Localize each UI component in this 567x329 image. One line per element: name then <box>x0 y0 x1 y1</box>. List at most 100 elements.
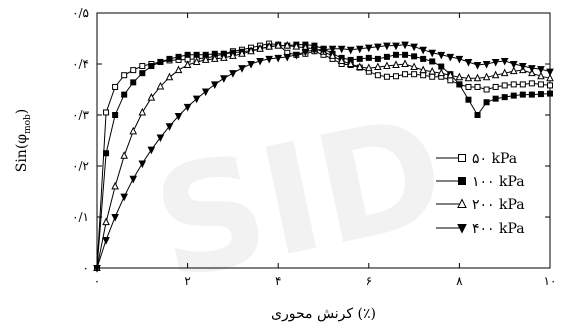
series-4 <box>93 41 554 273</box>
y-tick-label: ۰/۲ <box>72 159 89 173</box>
data-point <box>383 73 390 80</box>
data-point <box>148 63 155 70</box>
data-point <box>482 72 491 81</box>
data-point <box>410 62 418 71</box>
legend-item: ۵۰ kPa <box>436 151 517 167</box>
data-point <box>455 55 464 64</box>
data-point <box>102 236 110 245</box>
data-point <box>438 63 445 70</box>
data-point <box>120 151 128 159</box>
data-point <box>446 53 455 62</box>
legend-label: ۵۰ kPa <box>472 151 517 167</box>
data-point <box>174 65 183 74</box>
data-point <box>509 61 518 69</box>
data-point <box>166 55 173 62</box>
data-point <box>473 73 482 82</box>
y-axis-label: Sin(φmob) <box>14 109 33 173</box>
data-point <box>147 93 156 101</box>
data-point <box>346 59 355 67</box>
data-point <box>229 51 237 59</box>
data-point <box>201 55 210 63</box>
data-point <box>192 95 201 104</box>
x-tick-label: ۴ <box>275 274 281 288</box>
data-point <box>428 67 437 75</box>
data-point <box>138 160 147 169</box>
data-point <box>292 42 301 50</box>
x-axis-label: کرنش محوری (٪) <box>271 306 376 322</box>
data-point <box>383 42 391 51</box>
data-point <box>238 49 246 57</box>
data-point <box>192 57 201 65</box>
data-point <box>157 58 164 65</box>
data-point <box>429 58 436 65</box>
data-point <box>519 81 526 88</box>
series-group <box>93 40 554 273</box>
plot-border <box>96 12 551 269</box>
data-point <box>519 63 527 71</box>
data-point <box>464 58 473 67</box>
data-point <box>401 59 409 67</box>
data-point <box>411 71 418 78</box>
data-point <box>102 217 110 226</box>
data-point <box>528 65 536 73</box>
data-point <box>528 91 535 98</box>
data-point <box>156 81 165 90</box>
legend-item: ۱۰۰ kPa <box>436 174 525 190</box>
data-point <box>492 95 499 102</box>
data-point <box>337 56 346 64</box>
data-point <box>103 109 110 116</box>
x-tick-label: ۲ <box>184 274 190 288</box>
data-point <box>355 62 364 71</box>
data-point <box>247 46 255 55</box>
data-point <box>274 41 283 49</box>
legend: ۵۰ kPa ۱۰۰ kPa ۲۰۰ kPa ۴۰۰ kPa <box>436 151 525 237</box>
data-point <box>364 63 373 72</box>
data-point <box>411 53 418 60</box>
data-point <box>193 51 200 58</box>
data-point <box>537 81 544 88</box>
data-point <box>383 53 390 60</box>
data-point <box>510 81 517 88</box>
data-point <box>319 46 328 55</box>
data-point <box>437 51 446 60</box>
data-point <box>365 54 372 61</box>
data-point <box>401 41 409 50</box>
data-point <box>446 70 455 79</box>
data-point <box>492 83 499 90</box>
data-point <box>465 83 472 90</box>
data-point <box>483 99 490 106</box>
data-point <box>93 265 101 273</box>
data-point <box>265 55 273 64</box>
data-point <box>265 42 273 50</box>
x-tick-label: ۰ <box>94 274 100 288</box>
data-point <box>474 112 481 118</box>
data-point <box>120 193 128 202</box>
data-point <box>491 70 500 79</box>
data-point <box>355 45 364 54</box>
data-point <box>256 44 264 52</box>
data-point <box>528 80 535 87</box>
data-point <box>138 107 147 116</box>
data-point <box>210 81 219 90</box>
data-point <box>501 82 508 89</box>
x-tick-label: ۱۰ <box>544 274 557 288</box>
data-point <box>547 82 553 89</box>
data-point <box>392 51 399 58</box>
data-point <box>537 91 544 98</box>
data-point <box>374 43 382 52</box>
y-tick-label: ۰/۱ <box>72 210 89 224</box>
series-3 <box>93 41 554 271</box>
data-point <box>301 48 310 57</box>
data-point <box>139 70 146 77</box>
y-tick-label: ۰/۳ <box>72 108 89 122</box>
data-point <box>447 77 454 84</box>
data-point <box>500 57 509 66</box>
legend-item: ۴۰۰ kPa <box>436 221 525 237</box>
data-point <box>374 55 381 62</box>
data-point <box>501 94 508 101</box>
data-point <box>238 65 246 73</box>
data-point <box>175 53 182 60</box>
data-point <box>356 55 363 62</box>
data-point <box>103 150 110 157</box>
